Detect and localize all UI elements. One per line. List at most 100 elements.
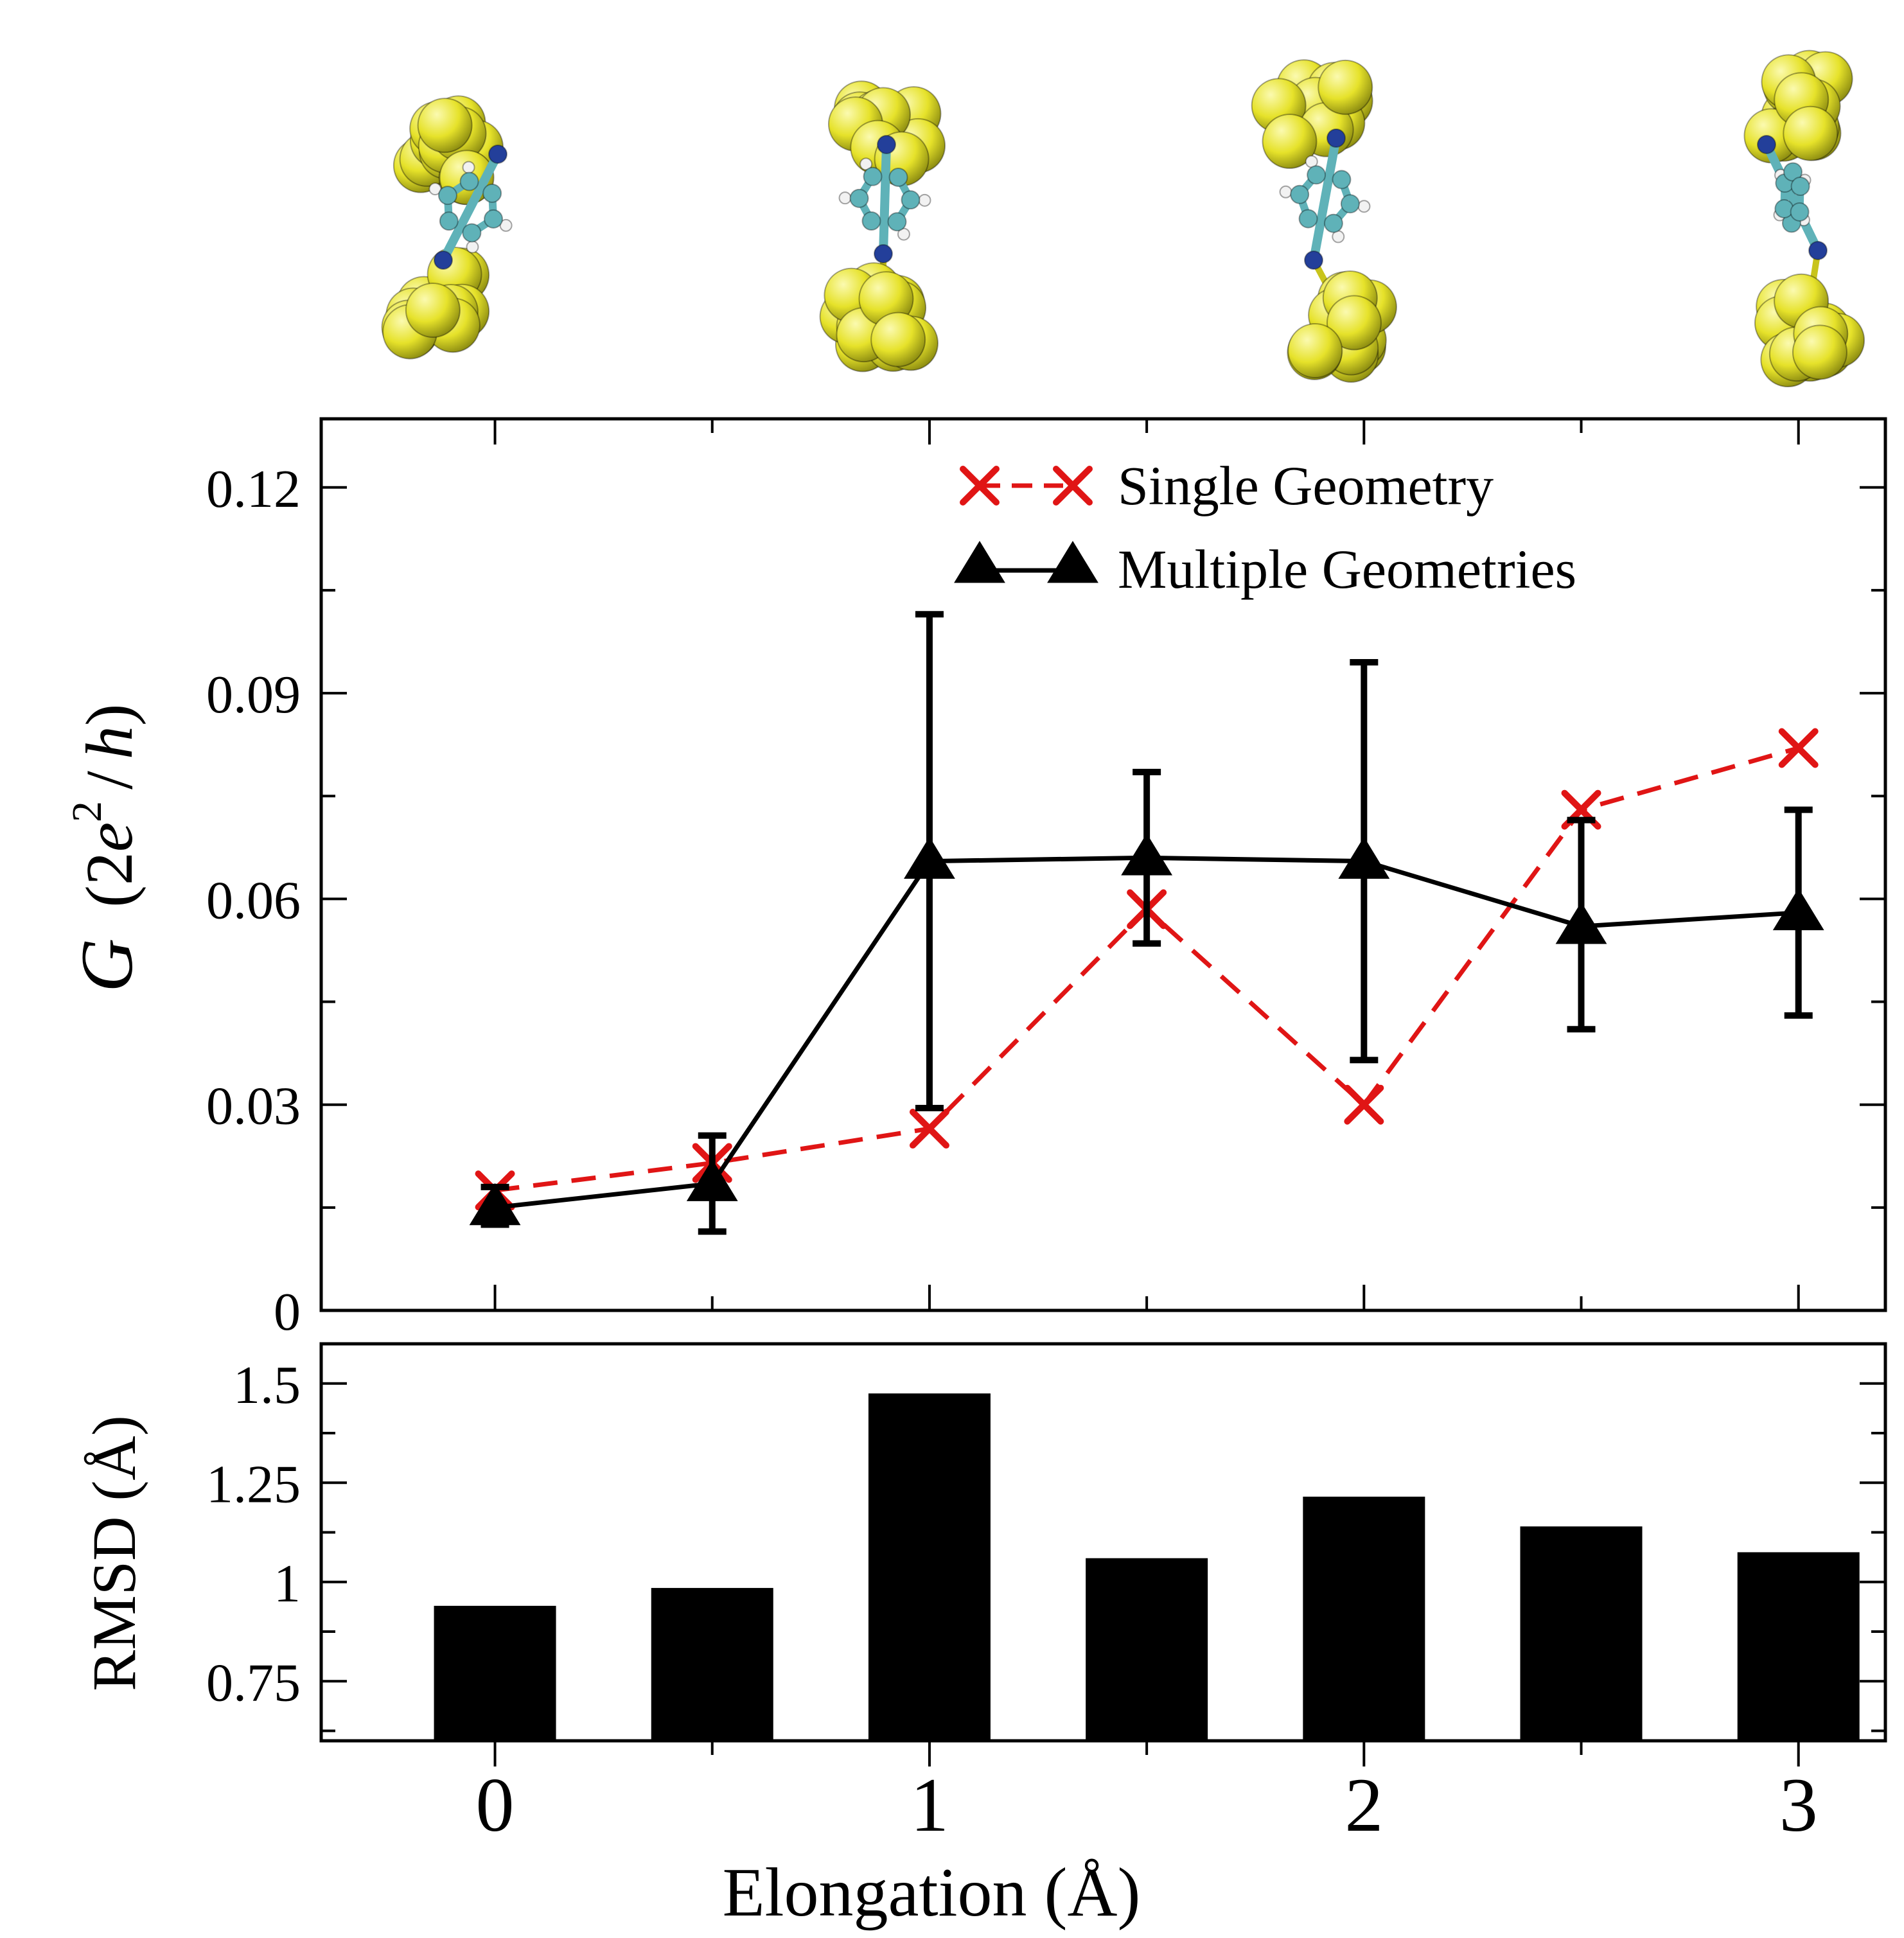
carbon-atom (1774, 198, 1794, 218)
ylabel-g: G (66, 938, 148, 992)
hydrogen-atom (918, 193, 931, 207)
legend-multi-marker (954, 541, 1098, 583)
carbon-atom (1323, 213, 1343, 233)
legend-triangle-marker (1047, 541, 1098, 583)
nitrogen-atom (488, 145, 507, 164)
rmsd-bar (434, 1605, 556, 1741)
single-geometry-point (1344, 1084, 1384, 1125)
multiple-geometries-point (904, 836, 955, 879)
carbon-atom (1298, 209, 1318, 229)
multiple-geometries-point (1338, 836, 1390, 879)
gold-atom (1326, 295, 1382, 351)
carbon-atom (863, 166, 883, 186)
carbon-atom (901, 190, 921, 210)
hydrogen-atom (859, 157, 873, 171)
molecular-junction-2 (819, 80, 946, 373)
multiple-geometries-point (469, 1183, 521, 1226)
hydrogen-atom (1357, 200, 1371, 213)
y-tick-label: 0 (274, 1282, 301, 1342)
rmsd-bars (434, 1393, 1860, 1741)
carbon-atom (887, 212, 907, 232)
gold-atom (1318, 59, 1373, 115)
x-axis-label: Elongation (Å) (723, 1854, 1141, 1931)
gold-atom (870, 312, 926, 367)
legend-x-marker (1053, 466, 1093, 506)
carbon-atom (888, 167, 908, 187)
legend-multi-label: Multiple Geometries (1118, 538, 1576, 600)
legend-triangle-marker (954, 541, 1005, 583)
y-tick-label: 0.09 (206, 665, 301, 725)
legend-x-marker (960, 466, 1000, 506)
nitrogen-atom (1757, 135, 1776, 154)
ylabel-slash: / (73, 771, 146, 789)
legend: Single Geometry Multiple Geometries (954, 455, 1576, 600)
x-tick-label: 0 (476, 1762, 515, 1847)
nitrogen-atom (1808, 241, 1828, 260)
molecular-junction-1 (381, 95, 513, 360)
carbon-atom (849, 188, 869, 208)
rmsd-bar (1303, 1496, 1425, 1741)
gold-atom (417, 98, 473, 154)
rmsd-panel: 0.75 1 1.25 1.5 0 1 2 3 RMSD (Å) Elongation (Å… (80, 1342, 1887, 1931)
rmsd-bar (1086, 1558, 1208, 1741)
carbon-atom (462, 223, 482, 243)
conductance-ylabel: G (2e2 / h) (64, 703, 148, 992)
rmsd-y-tick-label: 1.5 (233, 1355, 301, 1415)
conductance-panel: 0 0.03 0.06 0.09 0.12 G (2e2 / h) Single Geome… (64, 417, 1887, 1342)
nitrogen-atom (434, 251, 453, 270)
rmsd-ylabel: RMSD (Å) (80, 1415, 148, 1691)
gold-atom (1262, 114, 1318, 170)
molecular-junction-3 (1251, 59, 1397, 383)
carbon-atom (1790, 202, 1810, 222)
multiple-geometries-point (1772, 888, 1824, 931)
hydrogen-atom (466, 240, 479, 254)
legend-single-label: Single Geometry (1118, 455, 1494, 516)
rmsd-y-tick-label: 1 (274, 1554, 301, 1614)
gold-atom (1792, 324, 1847, 380)
hydrogen-atom (897, 227, 910, 241)
y-tick-label: 0.06 (206, 870, 301, 930)
carbon-atom (482, 183, 502, 203)
x-tick-label: 2 (1344, 1762, 1383, 1847)
ylabel-h: h (73, 726, 146, 759)
conductance-plot-frame (319, 417, 1887, 1312)
multiple-geometries-series (469, 611, 1824, 1235)
multiple-geometries-point (1555, 902, 1607, 944)
rmsd-plot-frame (319, 1342, 1887, 1743)
gold-atom (1287, 323, 1343, 379)
carbon-atom (439, 211, 459, 231)
carbon-atom (1783, 162, 1803, 182)
rmsd-bar (651, 1588, 773, 1741)
nitrogen-atom (874, 244, 893, 263)
ylabel-e: e (73, 822, 146, 852)
hydrogen-atom (838, 191, 852, 205)
x-tick-label: 1 (910, 1762, 949, 1847)
legend-single-marker (960, 466, 1093, 506)
rmsd-bar (868, 1393, 991, 1741)
carbon-atom (1307, 165, 1327, 185)
rmsd-y-tick-label: 0.75 (206, 1653, 301, 1713)
rmsd-bar (1520, 1526, 1643, 1741)
carbon-atom (1340, 194, 1360, 214)
ylabel-paren: (2 (73, 852, 146, 908)
hydrogen-atom (462, 161, 475, 174)
carbon-atom (1332, 170, 1352, 189)
carbon-atom (484, 209, 504, 229)
ylabel-close: ) (73, 703, 146, 726)
nitrogen-atom (1304, 251, 1323, 270)
carbon-atom (1790, 177, 1810, 197)
carbon-atom (459, 172, 479, 191)
carbon-atom (1290, 184, 1310, 204)
gold-atom (1783, 105, 1838, 161)
carbon-atom (437, 186, 457, 206)
multiple-geometries-point (1121, 833, 1173, 876)
molecule-images (381, 49, 1865, 388)
ylabel-exp: 2 (64, 801, 110, 822)
molecular-junction-4 (1743, 49, 1865, 388)
y-tick-label: 0.12 (206, 459, 301, 519)
single-geometry-point (909, 1109, 949, 1149)
rmsd-bar (1737, 1552, 1860, 1741)
hydrogen-atom (1279, 185, 1292, 198)
y-tick-label: 0.03 (206, 1077, 301, 1136)
